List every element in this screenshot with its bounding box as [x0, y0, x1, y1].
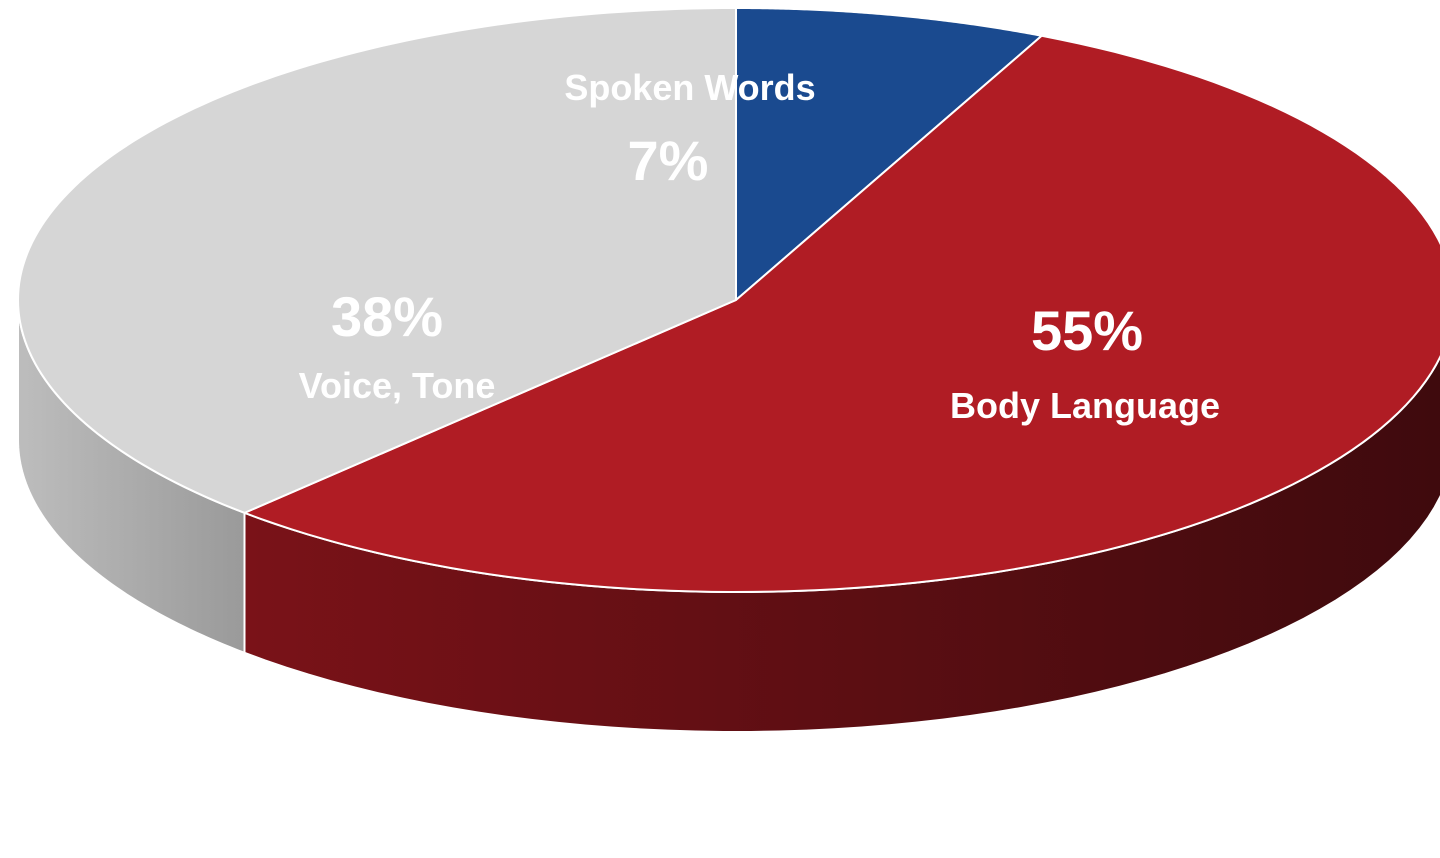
value-label-spoken-words: 7% [628, 129, 709, 192]
pie-slice-spoken-words [735, 7, 1043, 301]
category-label-voice-tone: Voice, Tone [299, 365, 496, 406]
value-label-body-language: 55% [1031, 299, 1143, 362]
pie-slice-body-language [243, 34, 1440, 593]
slice-label-spoken-words: Spoken Words 7% [564, 67, 815, 192]
pie-tops [17, 7, 1440, 593]
category-label-body-language: Body Language [950, 385, 1220, 426]
value-label-voice-tone: 38% [331, 285, 443, 348]
pie-slice-voice-tone [17, 7, 737, 514]
slice-label-body-language: 55% Body Language [950, 299, 1220, 426]
slice-label-voice-tone: 38% Voice, Tone [299, 285, 496, 406]
category-label-spoken-words: Spoken Words [564, 67, 815, 108]
